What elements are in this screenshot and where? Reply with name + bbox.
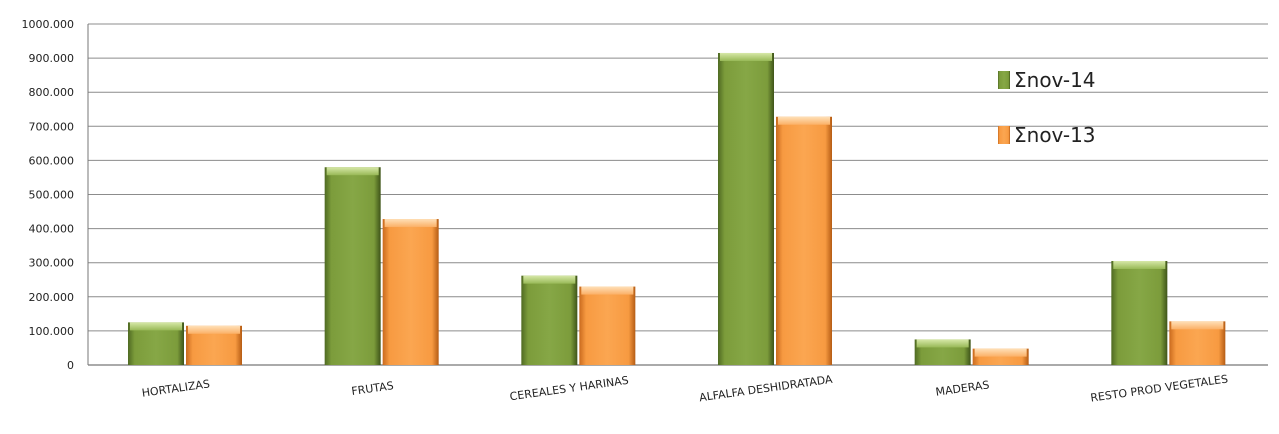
bar: [718, 52, 774, 366]
y-tick-label: 300.000: [29, 257, 75, 270]
y-tick-label: 900.000: [29, 52, 75, 65]
bar-highlight: [974, 348, 1027, 357]
y-axis: 0 100.000 200.000 300.000 400.000 500.000 600.…: [22, 18, 89, 372]
bar: [579, 286, 636, 365]
bar-highlight: [188, 325, 240, 334]
bar-highlight: [326, 167, 379, 176]
x-category-label: RESTO PROD VEGETALES: [1090, 372, 1229, 404]
x-axis-labels: HORTALIZAS FRUTAS CEREALES Y HARINAS ALFALF…: [141, 372, 1229, 404]
bar: [382, 219, 439, 365]
bar-highlight: [720, 52, 772, 61]
y-tick-label: 200.000: [29, 291, 75, 304]
y-tick-label: 0: [67, 359, 74, 372]
bar-highlight: [916, 339, 969, 348]
bar: [324, 167, 381, 365]
y-tick-label: 1000.000: [22, 18, 75, 31]
y-tick-label: 100.000: [29, 325, 75, 338]
bar-highlight: [130, 322, 182, 331]
bars: [128, 52, 1226, 366]
x-category-label: HORTALIZAS: [141, 377, 211, 399]
bar: [1111, 260, 1168, 365]
bar: [776, 116, 832, 365]
gridlines: [88, 23, 1268, 366]
y-tick-label: 800.000: [29, 86, 75, 99]
x-category-label: CEREALES Y HARINAS: [509, 374, 630, 404]
x-category-label: MADERAS: [935, 378, 990, 398]
bar-highlight: [1171, 321, 1224, 330]
legend-swatch: [998, 71, 1010, 89]
legend-label: Σnov-13: [1014, 123, 1096, 147]
x-category-label: FRUTAS: [351, 379, 395, 398]
legend-label: Σnov-14: [1014, 68, 1096, 92]
y-tick-label: 700.000: [29, 120, 75, 133]
y-tick-label: 500.000: [29, 189, 75, 202]
x-category-label: ALFALFA DESHIDRATADA: [698, 373, 833, 405]
bar: [521, 275, 578, 365]
y-tick-label: 600.000: [29, 154, 75, 167]
bar-highlight: [778, 116, 830, 125]
bar-highlight: [384, 219, 437, 228]
bar-highlight: [581, 286, 634, 295]
legend-swatch: [998, 126, 1010, 144]
legend: Σnov-14 Σnov-13: [998, 68, 1096, 147]
bar-highlight: [523, 275, 576, 284]
y-tick-label: 400.000: [29, 223, 75, 236]
bar-highlight: [1113, 260, 1166, 269]
